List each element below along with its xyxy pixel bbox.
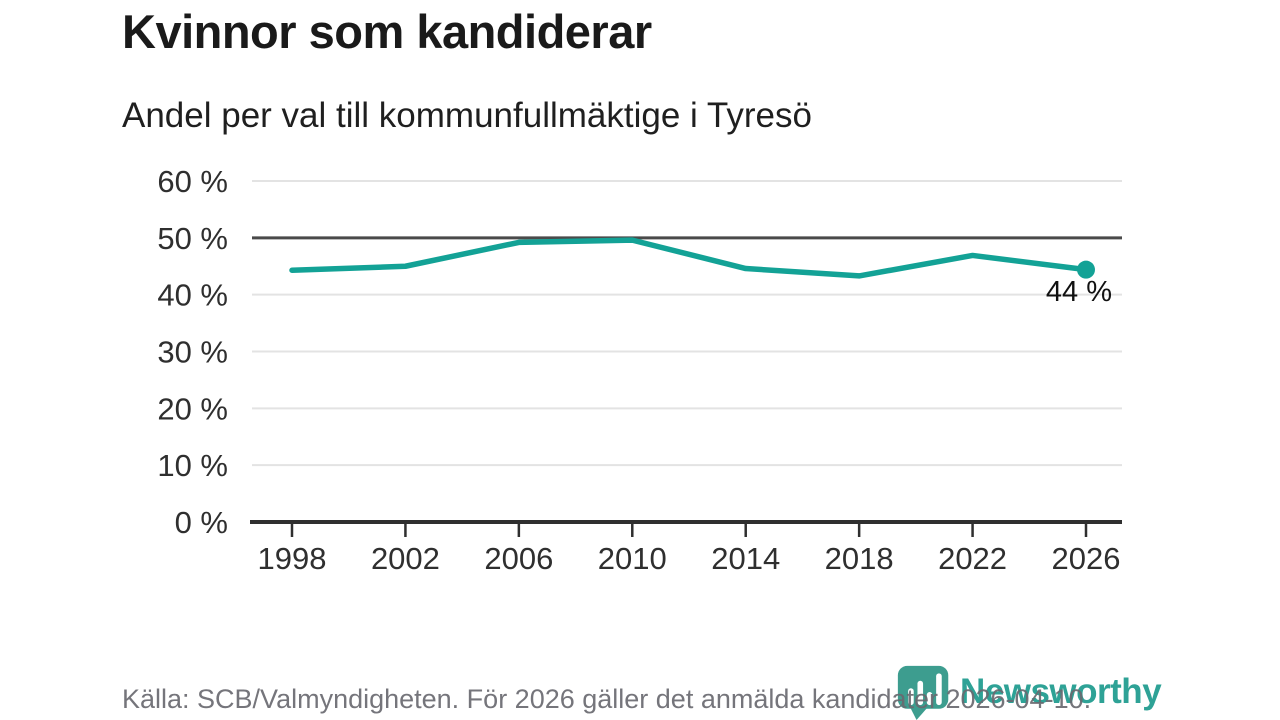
y-tick-label: 10 % (157, 448, 228, 483)
page-title: Kvinnor som kandiderar (122, 5, 652, 58)
y-tick-label: 20 % (157, 391, 228, 426)
x-tick-label: 2018 (825, 541, 894, 576)
y-tick-label: 40 % (157, 278, 228, 313)
end-point-marker (1077, 260, 1095, 279)
x-tick-label: 1998 (258, 541, 327, 576)
x-tick-label: 2014 (711, 541, 780, 576)
y-tick-label: 30 % (157, 335, 228, 370)
chart-subtitle: Andel per val till kommunfullmäktige i T… (122, 96, 812, 135)
x-tick-label: 2006 (484, 541, 553, 576)
newsworthy-logo: Newsworthy (896, 664, 1162, 720)
y-tick-label: 0 % (175, 505, 228, 540)
source-note: Källa: SCB/Valmyndigheten. För 2026 gäll… (122, 684, 1092, 714)
x-tick-label: 2022 (938, 541, 1007, 576)
y-tick-label: 60 % (157, 164, 228, 199)
newsworthy-wordmark: Newsworthy (960, 672, 1162, 711)
y-tick-label: 50 % (157, 221, 228, 256)
x-tick-label: 2026 (1052, 541, 1121, 576)
end-value-label: 44 % (1046, 276, 1112, 308)
x-tick-label: 2002 (371, 541, 440, 576)
x-tick-label: 2010 (598, 541, 667, 576)
bar-chart-speech-bubble-icon (897, 665, 949, 720)
data-line (289, 237, 1089, 279)
